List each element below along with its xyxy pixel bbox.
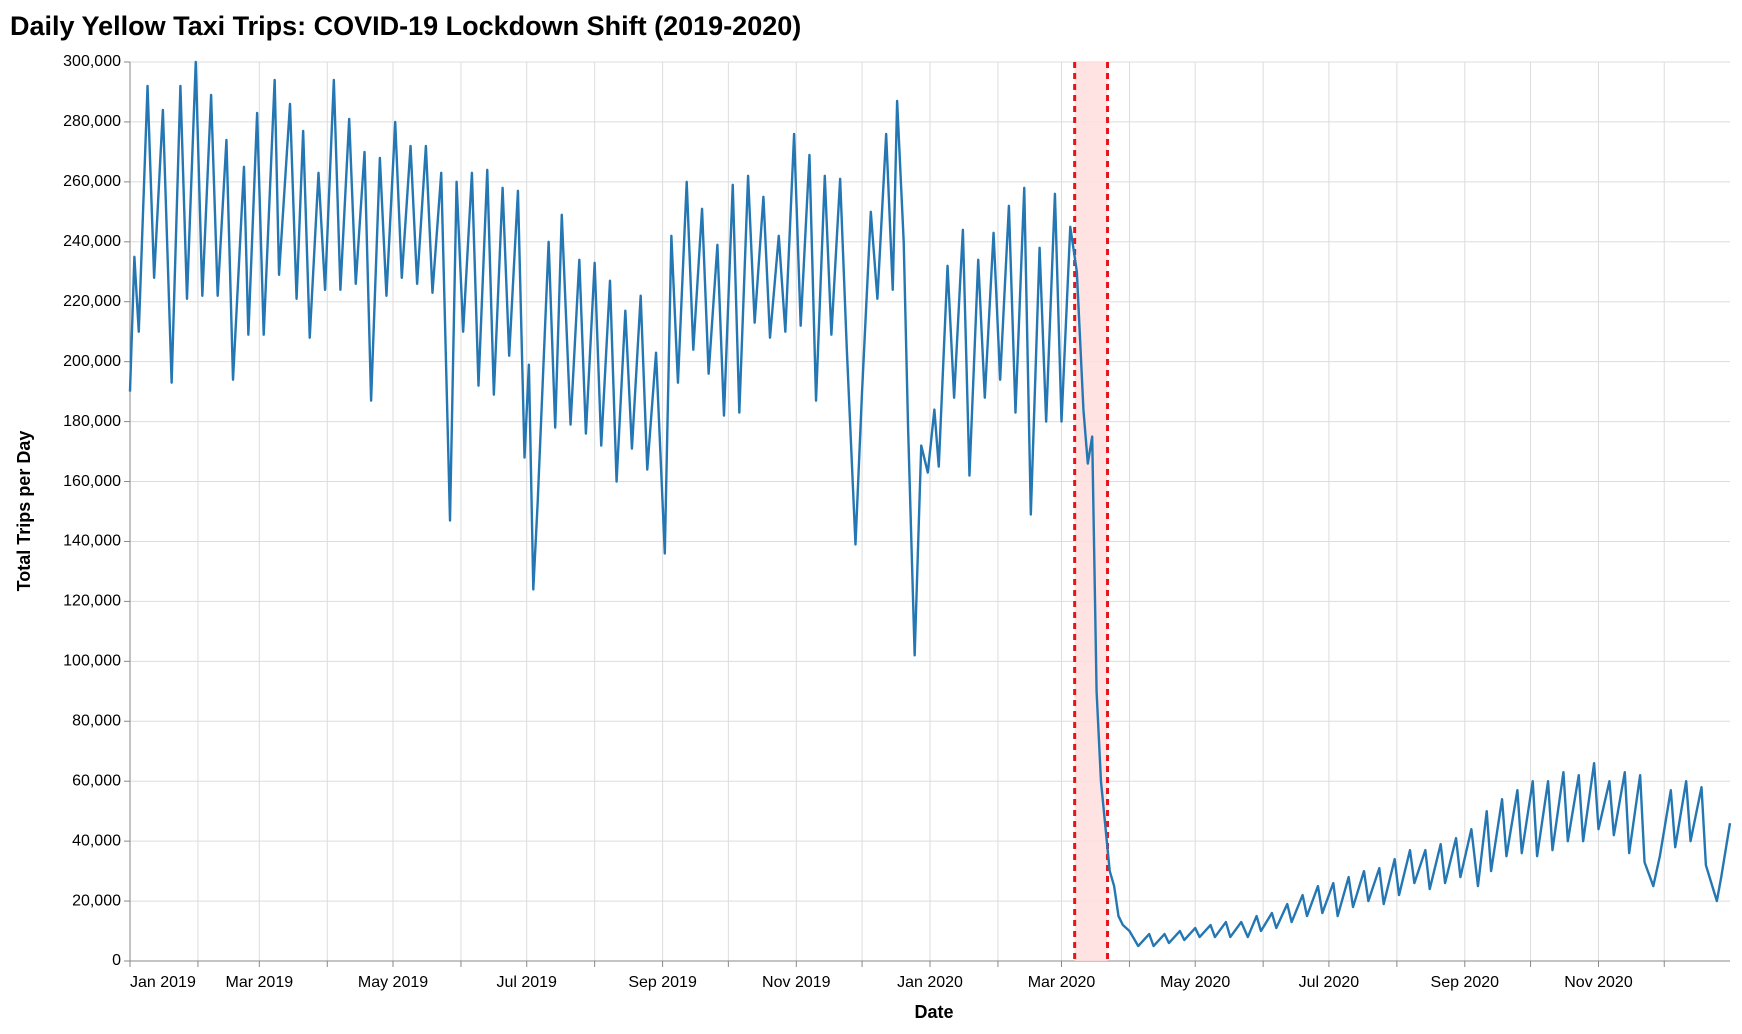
y-tick-label: 260,000 — [63, 173, 121, 190]
y-axis-label: Total Trips per Day — [14, 431, 34, 592]
x-tick-label: Sep 2020 — [1431, 974, 1500, 991]
y-tick-label: 60,000 — [72, 772, 121, 789]
y-tick-label: 120,000 — [63, 593, 121, 610]
x-tick-label: May 2020 — [1160, 974, 1230, 991]
y-tick-label: 180,000 — [63, 413, 121, 430]
y-tick-label: 0 — [112, 952, 121, 969]
y-tick-label: 220,000 — [63, 293, 121, 310]
y-tick-label: 20,000 — [72, 892, 121, 909]
y-tick-label: 240,000 — [63, 233, 121, 250]
x-tick-label: Jul 2020 — [1299, 974, 1360, 991]
y-tick-label: 160,000 — [63, 473, 121, 490]
x-tick-label: Mar 2020 — [1028, 974, 1096, 991]
y-tick-label: 140,000 — [63, 533, 121, 550]
y-tick-label: 100,000 — [63, 653, 121, 670]
x-tick-label: Mar 2019 — [226, 974, 294, 991]
x-tick-label: Nov 2020 — [1564, 974, 1633, 991]
y-tick-label: 200,000 — [63, 353, 121, 370]
y-tick-label: 300,000 — [63, 53, 121, 70]
x-axis-label: Date — [914, 1002, 953, 1022]
x-tick-label: May 2019 — [358, 974, 428, 991]
y-tick-label: 280,000 — [63, 113, 121, 130]
x-tick-label: Sep 2019 — [628, 974, 697, 991]
x-tick-label: Jan 2020 — [897, 974, 963, 991]
x-tick-label: Nov 2019 — [762, 974, 831, 991]
data-line — [128, 60, 1732, 948]
x-tick-label: Jul 2019 — [496, 974, 557, 991]
chart-title: Daily Yellow Taxi Trips: COVID-19 Lockdo… — [10, 11, 801, 41]
y-tick-label: 80,000 — [72, 712, 121, 729]
lockdown-shade — [1074, 62, 1108, 961]
x-tick-label: Jan 2019 — [130, 974, 196, 991]
y-tick-label: 40,000 — [72, 832, 121, 849]
